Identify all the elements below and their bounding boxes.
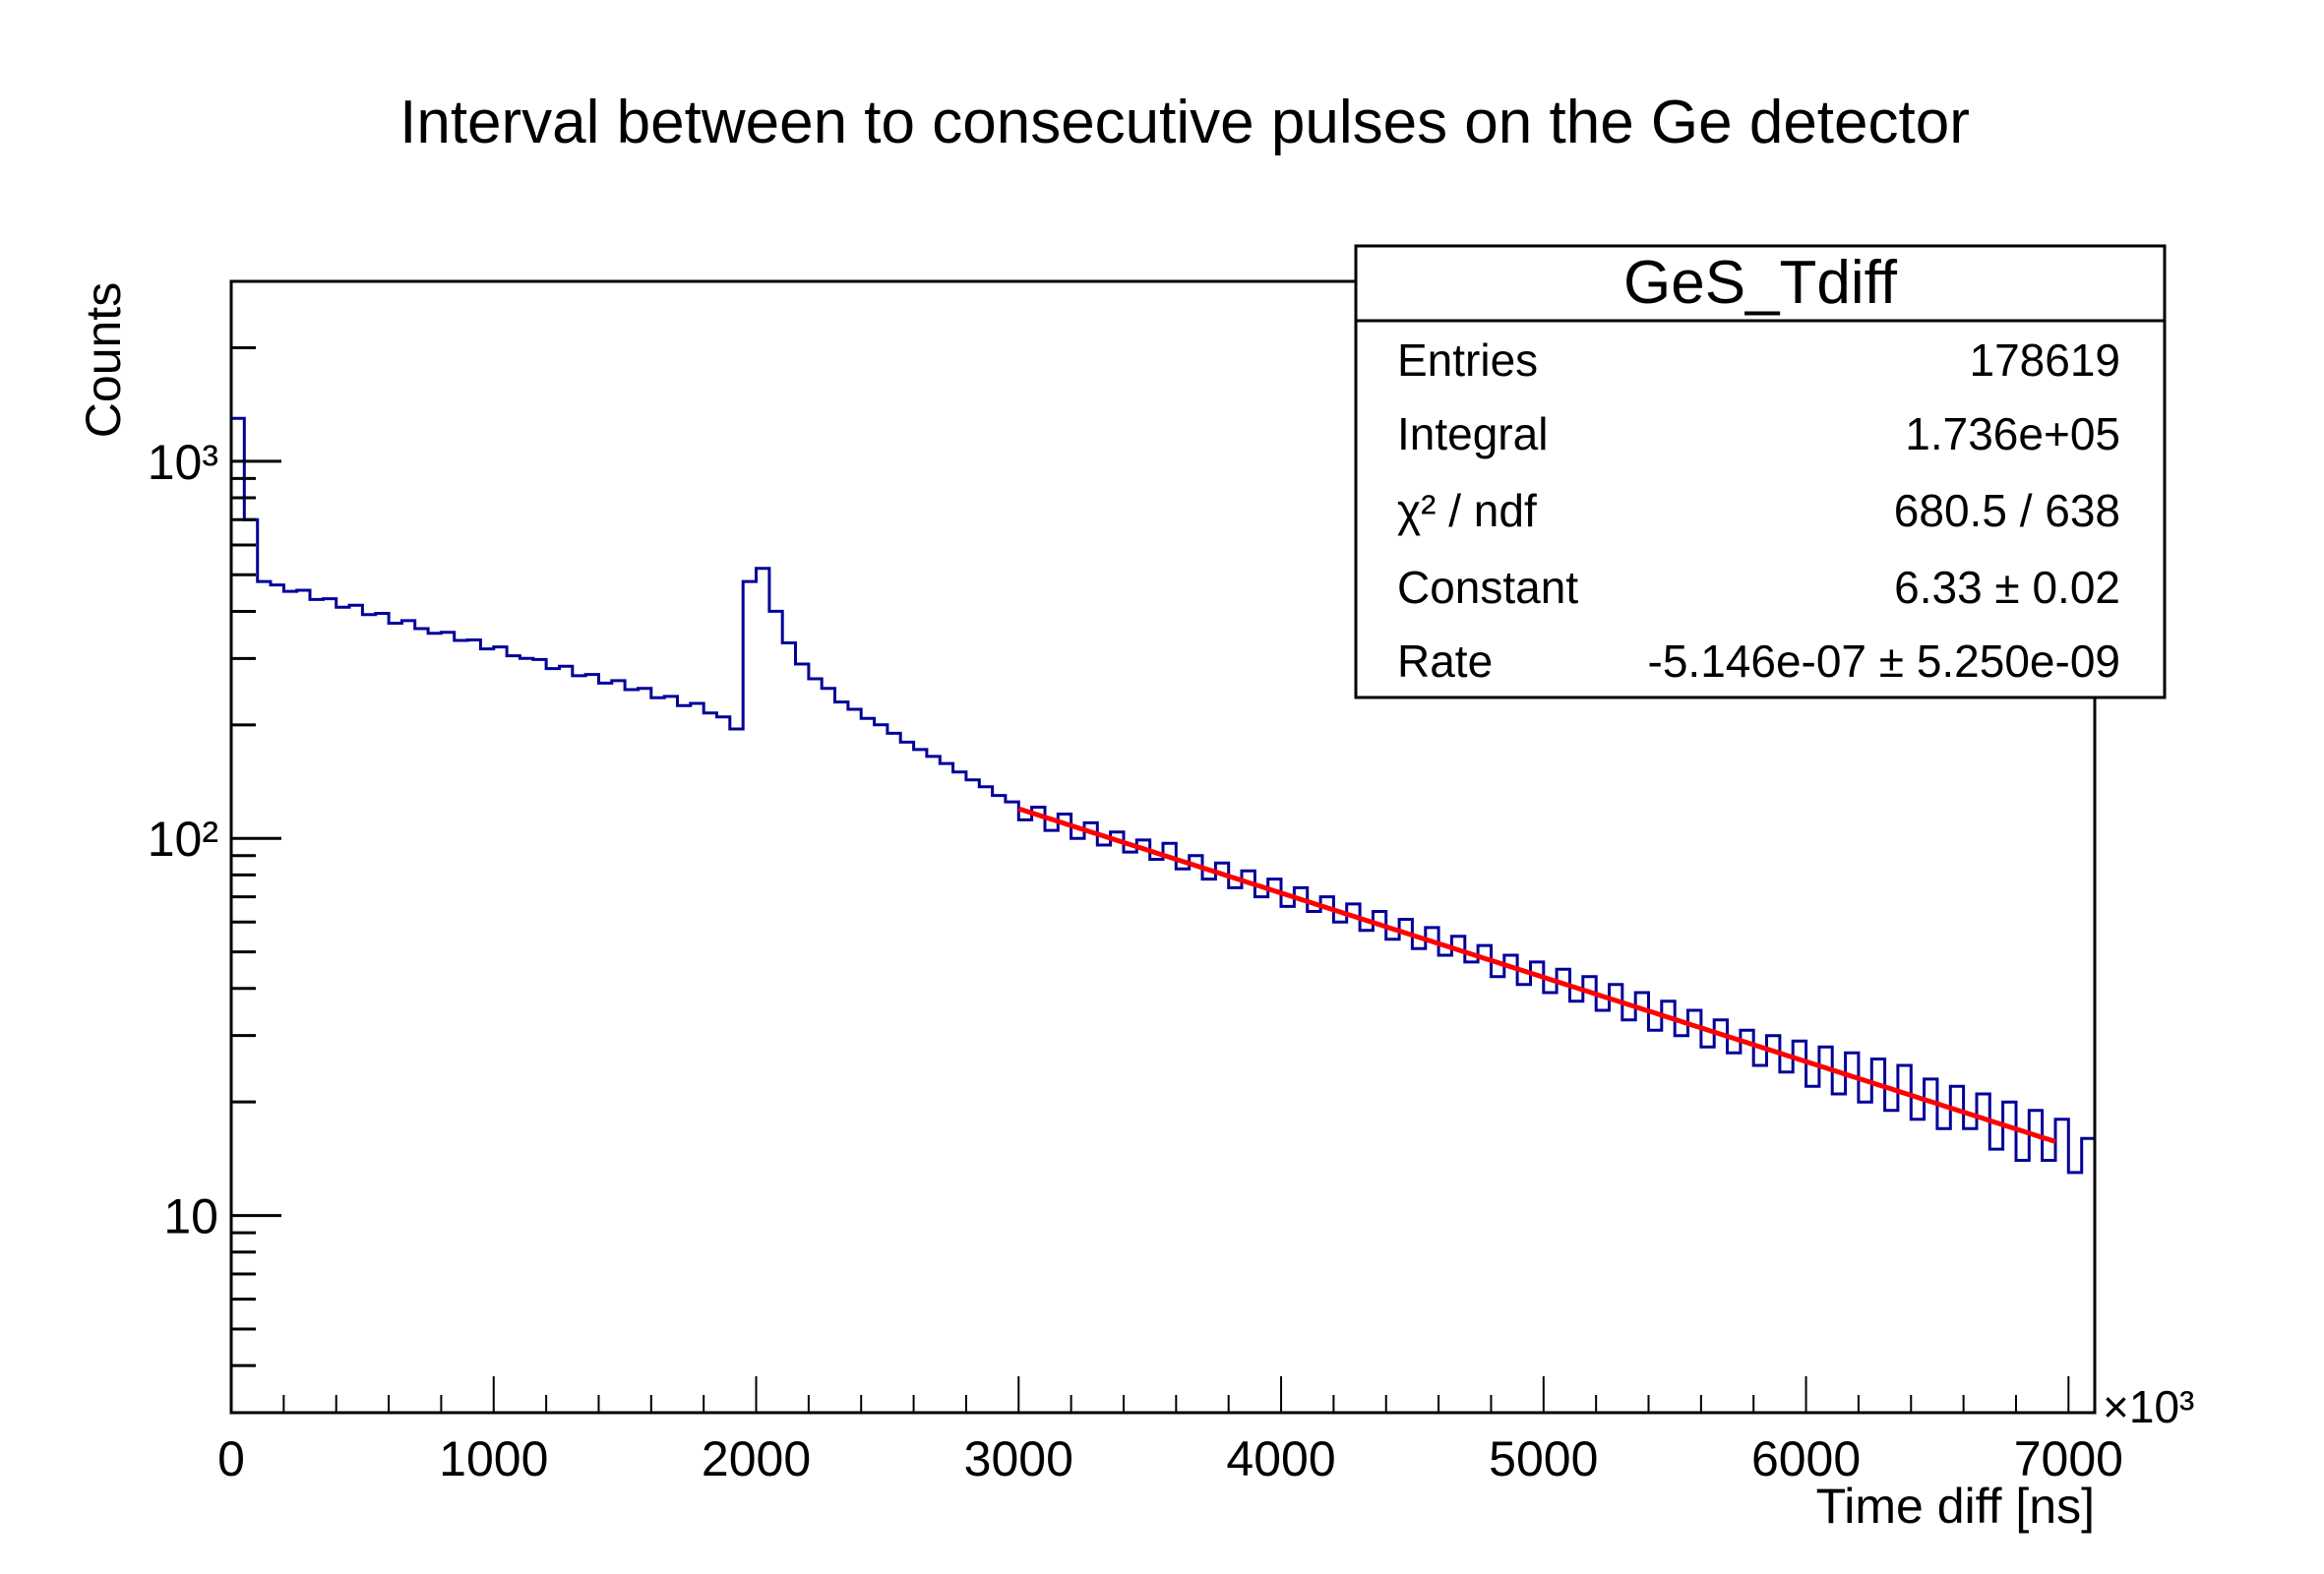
y-tick-label: 10³ (148, 435, 218, 490)
x-tick-label: 3000 (964, 1431, 1073, 1486)
y-axis-label: Counts (76, 282, 131, 438)
plot-area: 0 1000 2000 3000 4000 5000 6000 7000 10 10² 10³ (148, 279, 2123, 1486)
x-tick-label: 7000 (2014, 1431, 2123, 1486)
stats-row-label: Entries (1397, 334, 1538, 386)
stats-row-label: Integral (1397, 408, 1548, 459)
x-tick-label: 1000 (439, 1431, 548, 1486)
stats-row-value: 178619 (1970, 334, 2121, 386)
chart-title: Interval between to consecutive pulses o… (399, 89, 1970, 156)
stats-row-label: χ² / ndf (1397, 485, 1537, 536)
stats-row-value: 680.5 / 638 (1894, 485, 2120, 536)
stats-row-value: 6.33 ± 0.02 (1894, 562, 2120, 613)
plot-frame (229, 279, 2097, 1415)
x-tick-label: 0 (217, 1431, 245, 1486)
stats-box: GeS_Tdiff Entries 178619 Integral 1.736e+05 χ… (1354, 244, 2167, 699)
x-axis-label: Time diff [ns] (1816, 1479, 2095, 1534)
x-tick-label: 5000 (1489, 1431, 1598, 1486)
y-tick-label: 10² (148, 812, 218, 867)
x-multiplier-label: ×10³ (2103, 1381, 2194, 1432)
histogram-series (229, 416, 2095, 1413)
stats-row-value: 1.736e+05 (1905, 408, 2120, 459)
x-tick-label: 2000 (702, 1431, 811, 1486)
stats-row-label: Constant (1397, 562, 1578, 613)
stats-row-label: Rate (1397, 636, 1493, 687)
stats-row-value: -5.146e-07 ± 5.250e-09 (1648, 636, 2120, 687)
x-tick-label: 4000 (1226, 1431, 1335, 1486)
stats-box-title: GeS_Tdiff (1623, 249, 1898, 317)
y-tick-label: 10 (163, 1189, 218, 1244)
x-tick-label: 6000 (1751, 1431, 1861, 1486)
fit-curve (1017, 806, 2056, 1144)
